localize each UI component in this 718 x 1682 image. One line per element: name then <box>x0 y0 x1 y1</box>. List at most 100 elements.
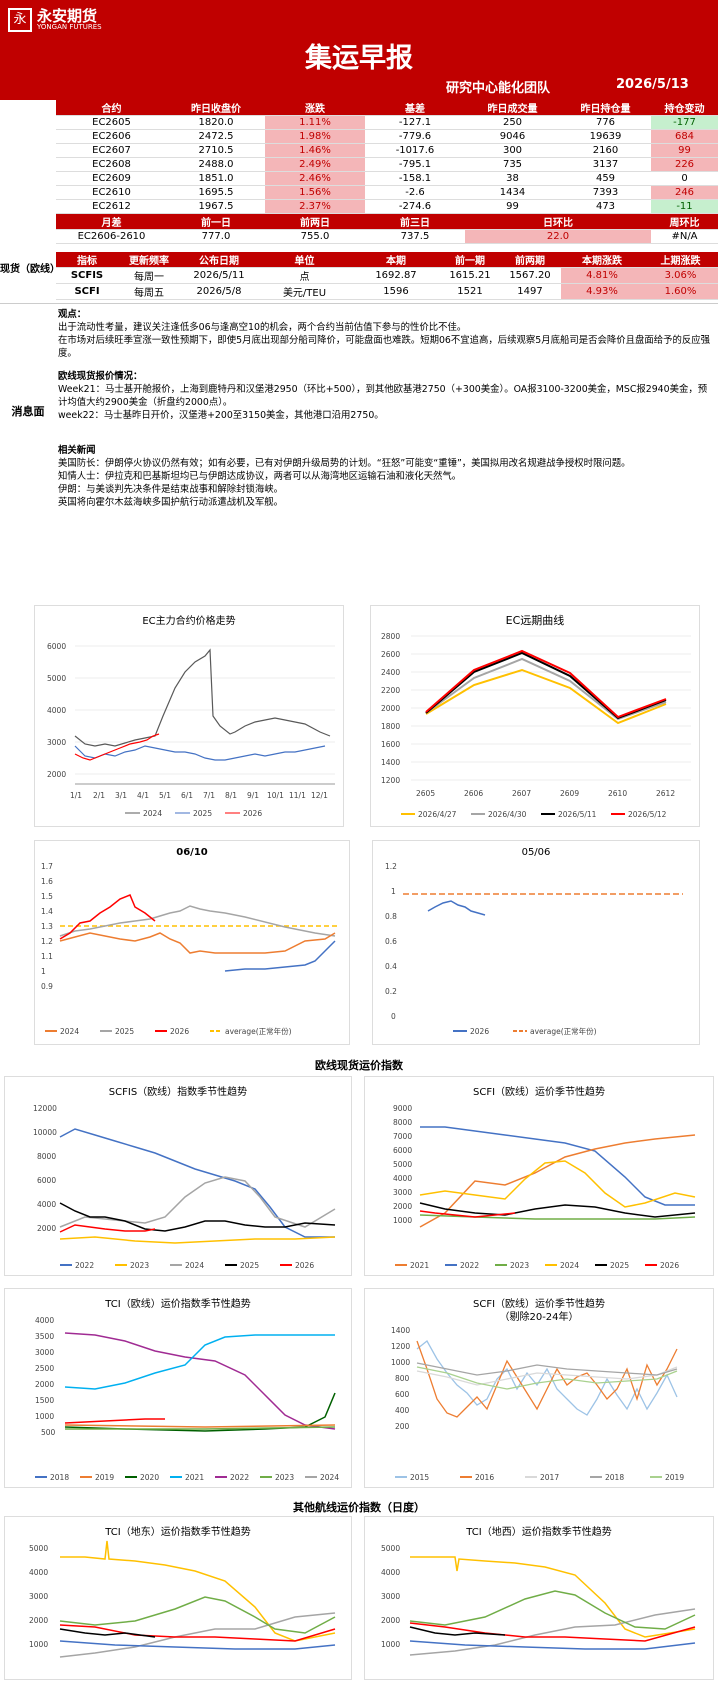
change-cell: 1.98% <box>265 129 365 144</box>
oi-change-cell: -177 <box>651 115 718 130</box>
legend-label: 2024 <box>560 1261 579 1270</box>
xtick: 7/1 <box>203 791 215 800</box>
close-cell: 1967.5 <box>167 199 265 214</box>
basis-cell: -274.6 <box>365 199 465 214</box>
ytick: 800 <box>395 1374 410 1383</box>
ytick: 600 <box>395 1390 410 1399</box>
legend-label: 2024 <box>143 809 162 818</box>
xtick: 6/1 <box>181 791 193 800</box>
ytick: 1.3 <box>41 922 53 931</box>
chart-title: SCFIS（欧线）指数季节性趋势 <box>108 1087 248 1098</box>
contract-cell: EC2606 <box>56 129 167 144</box>
legend-label: 2024 <box>320 1473 339 1482</box>
chart-tci-east-svg: 5000 4000 3000 2000 1000 <box>29 1540 336 1658</box>
legend-label: 2026 <box>243 809 262 818</box>
ytick: 6000 <box>47 642 66 651</box>
ytick: 1000 <box>393 1216 412 1225</box>
contract-cell: EC2607 <box>56 143 167 158</box>
spread-row: EC2606-2610 777.0 755.0 737.5 22.0 #N/A <box>56 229 718 244</box>
unit-cell: 美元/TEU <box>258 283 351 300</box>
ytick: 4000 <box>37 1200 56 1209</box>
col-header: 日环比 <box>465 213 651 230</box>
ytick: 1.5 <box>41 892 53 901</box>
ytick: 0.8 <box>385 912 397 921</box>
legend-label: 2017 <box>540 1473 559 1482</box>
chart-ec-forward-curve: EC远期曲线 2800 2600 2400 2200 2000 1800 1600 1400 1… <box>370 605 700 827</box>
col-header: 公布日期 <box>180 252 258 268</box>
change-cell: 4.81% <box>561 267 643 284</box>
ytick: 10000 <box>33 1128 57 1137</box>
ytick: 5000 <box>29 1544 48 1553</box>
legend-label: 2026 <box>660 1261 679 1270</box>
col-header: 本期 <box>351 252 441 268</box>
change-cell: 1.56% <box>265 185 365 200</box>
ytick: 2000 <box>381 704 400 713</box>
ytick: 4000 <box>47 706 66 715</box>
ytick: 4000 <box>29 1568 48 1577</box>
legend-label: 2026/4/27 <box>418 810 457 819</box>
col-header: 前两期 <box>499 252 561 268</box>
ytick: 1.4 <box>41 907 53 916</box>
col-header: 合约 <box>56 100 167 116</box>
col-header: 更新频率 <box>118 252 180 268</box>
volume-cell: 735 <box>465 157 560 172</box>
related-news-title: 相关新闻 <box>58 445 96 456</box>
basis-cell: -127.1 <box>365 115 465 130</box>
ytick: 2600 <box>381 650 400 659</box>
ytick: 2000 <box>37 1224 56 1233</box>
prev-cell: 1521 <box>441 283 499 300</box>
chart-06-10-spread: 06/10 1.7 1.6 1.5 1.4 1.3 1.2 1.1 1 0.9 2024 2025… <box>34 840 350 1045</box>
section-title-other-routes: 其他航线运价指数（日度） <box>293 1501 425 1514</box>
volume-cell: 1434 <box>465 185 560 200</box>
legend-label: 2022 <box>460 1261 479 1270</box>
pub-date-cell: 2026/5/8 <box>180 283 258 300</box>
col-header: 指标 <box>56 252 118 268</box>
legend-label: 2015 <box>410 1473 429 1482</box>
ytick: 1.7 <box>41 862 53 871</box>
chart-tci-east-med: TCI（地东）运价指数季节性趋势 5000 4000 3000 2000 1000 <box>4 1516 352 1680</box>
legend-label: 2026 <box>470 1027 489 1036</box>
spot-line: week22：马士基昨日开价，汉堡港+200至3150美金，其他港口沿用2750… <box>58 410 384 421</box>
col-header: 涨跌 <box>265 100 365 116</box>
report-header: 永 永安期货 YONGAN FUTURES 集运早报 研究中心能化团队 2026… <box>0 0 718 100</box>
ytick: 200 <box>395 1422 410 1431</box>
oi-cell: 7393 <box>560 185 651 200</box>
ytick: 2000 <box>35 1380 54 1389</box>
close-cell: 2488.0 <box>167 157 265 172</box>
ytick: 4000 <box>35 1316 54 1325</box>
legend-label: 2016 <box>475 1473 494 1482</box>
ytick: 1.1 <box>41 952 53 961</box>
basis-cell: -779.6 <box>365 129 465 144</box>
change-cell: 2.37% <box>265 199 365 214</box>
col-header: 前一期 <box>441 252 499 268</box>
xtick: 2609 <box>560 789 579 798</box>
oi-cell: 19639 <box>560 129 651 144</box>
ytick: 1 <box>391 887 396 896</box>
legend-label: 2019 <box>665 1473 684 1482</box>
legend-label: 2025 <box>193 809 212 818</box>
volume-cell: 99 <box>465 199 560 214</box>
ytick: 0.9 <box>41 982 53 991</box>
chart-title: TCI（欧线）运价指数季节性趋势 <box>105 1299 251 1310</box>
index-name-cell: SCFI <box>56 283 118 300</box>
change-cell: 1.11% <box>265 115 365 130</box>
table-row: EC2609 1851.0 2.46% -158.1 38 459 0 <box>56 171 718 186</box>
ytick: 7000 <box>393 1132 412 1141</box>
volume-cell: 250 <box>465 115 560 130</box>
table-row: EC2605 1820.0 1.11% -127.1 250 776 -177 <box>56 115 718 130</box>
section-title-spot-index: 欧线现货运价指数 <box>315 1059 403 1072</box>
ytick: 1 <box>41 967 46 976</box>
xtick: 11/1 <box>289 791 306 800</box>
prev2-cell: 1497 <box>499 283 561 300</box>
chart-ec-main-svg: 6000 5000 4000 3000 2000 1/1 2/1 3/1 4/1 5/1 6/1 7… <box>47 642 335 818</box>
chart-title: TCI（地西）运价指数季节性趋势 <box>466 1527 612 1538</box>
news-line: 英国将向霍尔木兹海峡多国护航行动派遣战机及军舰。 <box>58 497 284 508</box>
news-line: 美国防长：伊朗停火协议仍然有效；如有必要，已有对伊朗升级局势的计划。“狂怒”可能… <box>58 458 631 469</box>
chart-scfi-ex-2024: SCFI（欧线）运价季节性趋势 （剔除20-24年） 1400 1200 1000 8… <box>364 1288 714 1488</box>
chart-title: 06/10 <box>176 847 208 858</box>
ytick: 1.2 <box>385 862 397 871</box>
prev2-cell: 1567.20 <box>499 267 561 284</box>
legend-label: 2023 <box>510 1261 529 1270</box>
chart-legend: 2026 average(正常年份) <box>453 1026 597 1036</box>
